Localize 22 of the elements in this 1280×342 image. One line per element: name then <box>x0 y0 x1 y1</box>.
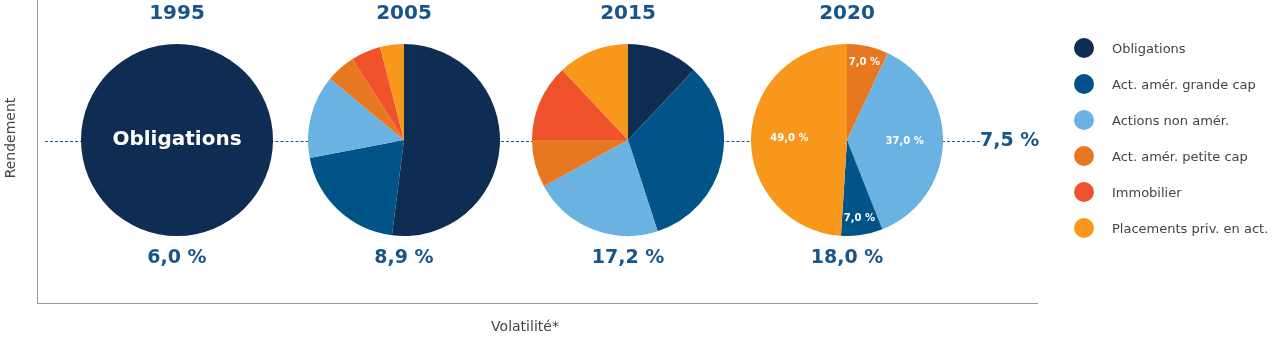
text: Rendement <box>2 96 18 181</box>
chart-title: 2005 <box>375 0 433 24</box>
text: Volatilité* <box>490 318 560 334</box>
text: 18,0 % <box>809 245 885 267</box>
data-label: 49,0 % <box>770 131 809 143</box>
data-label: 7,0 % <box>843 212 876 224</box>
text: 6,0 % <box>146 245 208 267</box>
text: 8,9 % <box>373 245 435 267</box>
legend-label: Act. amér. petite cap <box>1112 148 1248 164</box>
legend-label: Obligations <box>1112 40 1186 56</box>
data-label: 37,0 % <box>885 135 924 147</box>
legend-label: Placements priv. en act. <box>1112 220 1269 236</box>
data-label: 7,0 % <box>848 55 880 67</box>
chart-title: 2020 <box>818 0 876 24</box>
chart-title: 2015 <box>599 0 657 24</box>
legend-label: Immobilier <box>1112 184 1182 200</box>
text: 7,5 % <box>980 128 1040 150</box>
slice-label: Obligations <box>112 126 242 151</box>
text: 17,2 % <box>590 245 666 267</box>
chart-title: 1995 <box>148 0 206 24</box>
legend-label: Act. amér. grande cap <box>1112 76 1256 92</box>
legend-label: Actions non amér. <box>1112 112 1230 128</box>
